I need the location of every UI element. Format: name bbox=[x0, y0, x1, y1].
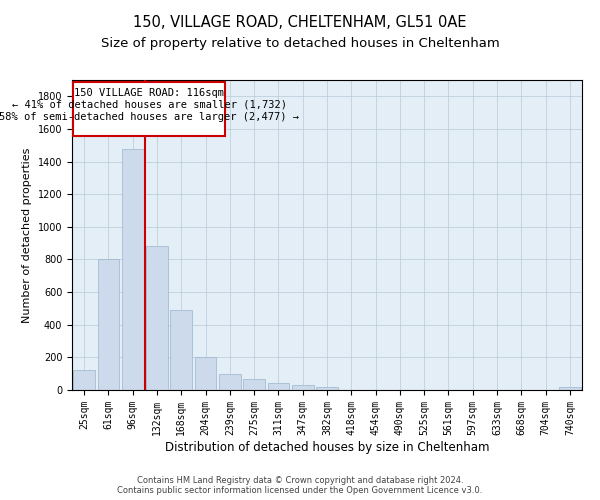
Text: 150 VILLAGE ROAD: 116sqm: 150 VILLAGE ROAD: 116sqm bbox=[74, 88, 224, 98]
FancyBboxPatch shape bbox=[73, 82, 225, 136]
Bar bbox=[316, 386, 338, 390]
Bar bbox=[292, 385, 314, 390]
Text: Contains HM Land Registry data © Crown copyright and database right 2024.
Contai: Contains HM Land Registry data © Crown c… bbox=[118, 476, 482, 495]
Text: 58% of semi-detached houses are larger (2,477) →: 58% of semi-detached houses are larger (… bbox=[0, 112, 299, 122]
Text: 150, VILLAGE ROAD, CHELTENHAM, GL51 0AE: 150, VILLAGE ROAD, CHELTENHAM, GL51 0AE bbox=[133, 15, 467, 30]
Text: ← 41% of detached houses are smaller (1,732): ← 41% of detached houses are smaller (1,… bbox=[11, 100, 287, 110]
Bar bbox=[97, 260, 119, 390]
Bar bbox=[243, 380, 265, 390]
Bar bbox=[73, 370, 95, 390]
Bar bbox=[219, 374, 241, 390]
X-axis label: Distribution of detached houses by size in Cheltenham: Distribution of detached houses by size … bbox=[165, 440, 489, 454]
Y-axis label: Number of detached properties: Number of detached properties bbox=[22, 148, 32, 322]
Bar bbox=[559, 386, 581, 390]
Text: Size of property relative to detached houses in Cheltenham: Size of property relative to detached ho… bbox=[101, 38, 499, 51]
Bar bbox=[170, 310, 192, 390]
Bar bbox=[194, 356, 217, 390]
Bar bbox=[122, 148, 143, 390]
Bar bbox=[146, 246, 168, 390]
Bar bbox=[268, 384, 289, 390]
